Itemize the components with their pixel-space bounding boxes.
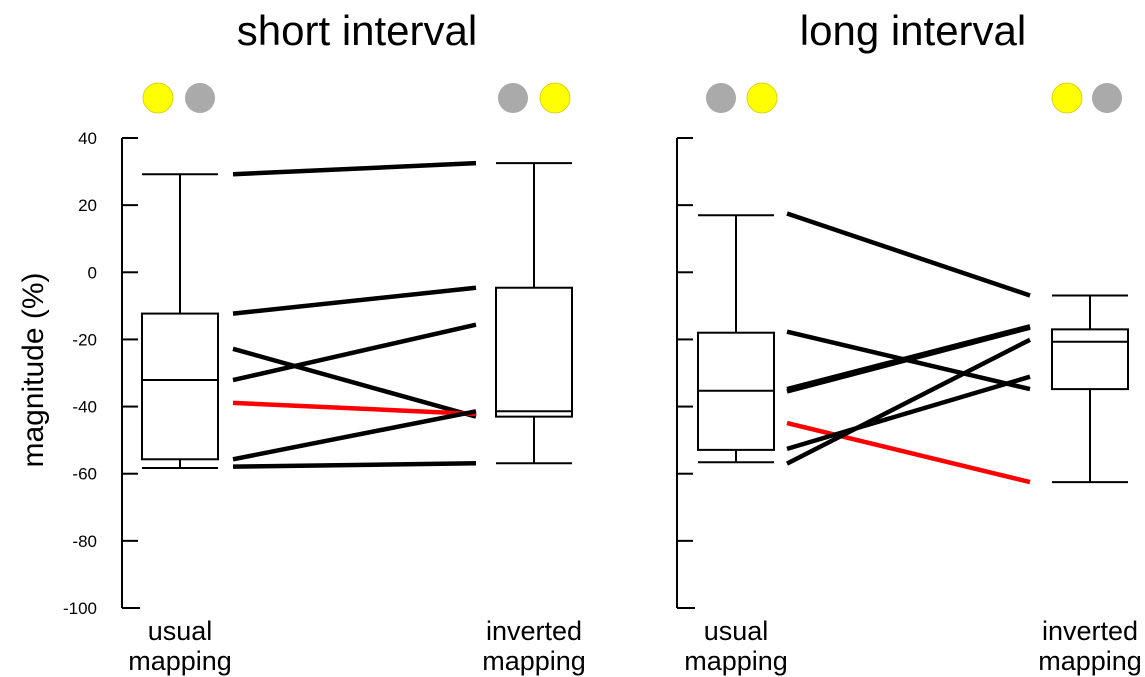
marker-gray-dot <box>1092 83 1122 113</box>
marker-yellow-dot <box>1051 82 1083 114</box>
marker-gray-dot <box>498 83 528 113</box>
paired-line-highlight <box>786 420 1031 485</box>
paired-line <box>786 211 1031 298</box>
y-tick-label: -20 <box>72 330 97 349</box>
marker-yellow-dot <box>539 82 571 114</box>
marker-gray-dot <box>185 83 215 113</box>
x-category-label: usual mapping <box>684 616 788 676</box>
panel-short-interval: short interval 40 20 0 -20 -40 -60 -80 -100 usua… <box>63 7 586 676</box>
iqr-box <box>141 312 219 461</box>
x-category-label: inverted mapping <box>1038 616 1142 676</box>
paired-line-highlight <box>232 400 477 417</box>
paired-line <box>232 461 477 469</box>
y-tick-label: -40 <box>72 398 97 417</box>
y-tick-label: 20 <box>78 196 97 215</box>
paired-line <box>232 285 477 316</box>
paired-line <box>232 322 477 383</box>
paired-line <box>785 337 1032 466</box>
paired-line <box>232 346 477 419</box>
x-category-label: usual mapping <box>128 616 232 676</box>
y-tick-label: -80 <box>72 532 97 551</box>
marker-gray-dot <box>706 83 736 113</box>
marker-yellow-dot <box>142 82 174 114</box>
y-tick-label: -100 <box>63 599 97 618</box>
paired-line <box>786 374 1031 452</box>
y-tick-label: 40 <box>78 129 97 148</box>
panel-long-interval: long interval usual mapping inverted mappin… <box>676 7 1142 676</box>
paired-line <box>232 409 477 462</box>
x-category-label: inverted mapping <box>482 616 586 676</box>
iqr-box <box>1051 328 1129 391</box>
y-axis-label: magnitude (%) <box>17 272 50 467</box>
panel-title: long interval <box>800 7 1026 54</box>
panel-title: short interval <box>237 7 477 54</box>
paired-line <box>786 325 1031 394</box>
y-tick-label: -60 <box>72 465 97 484</box>
y-tick-label: 0 <box>88 263 97 282</box>
paired-line <box>232 160 477 177</box>
marker-yellow-dot <box>746 82 778 114</box>
iqr-box <box>495 286 573 418</box>
